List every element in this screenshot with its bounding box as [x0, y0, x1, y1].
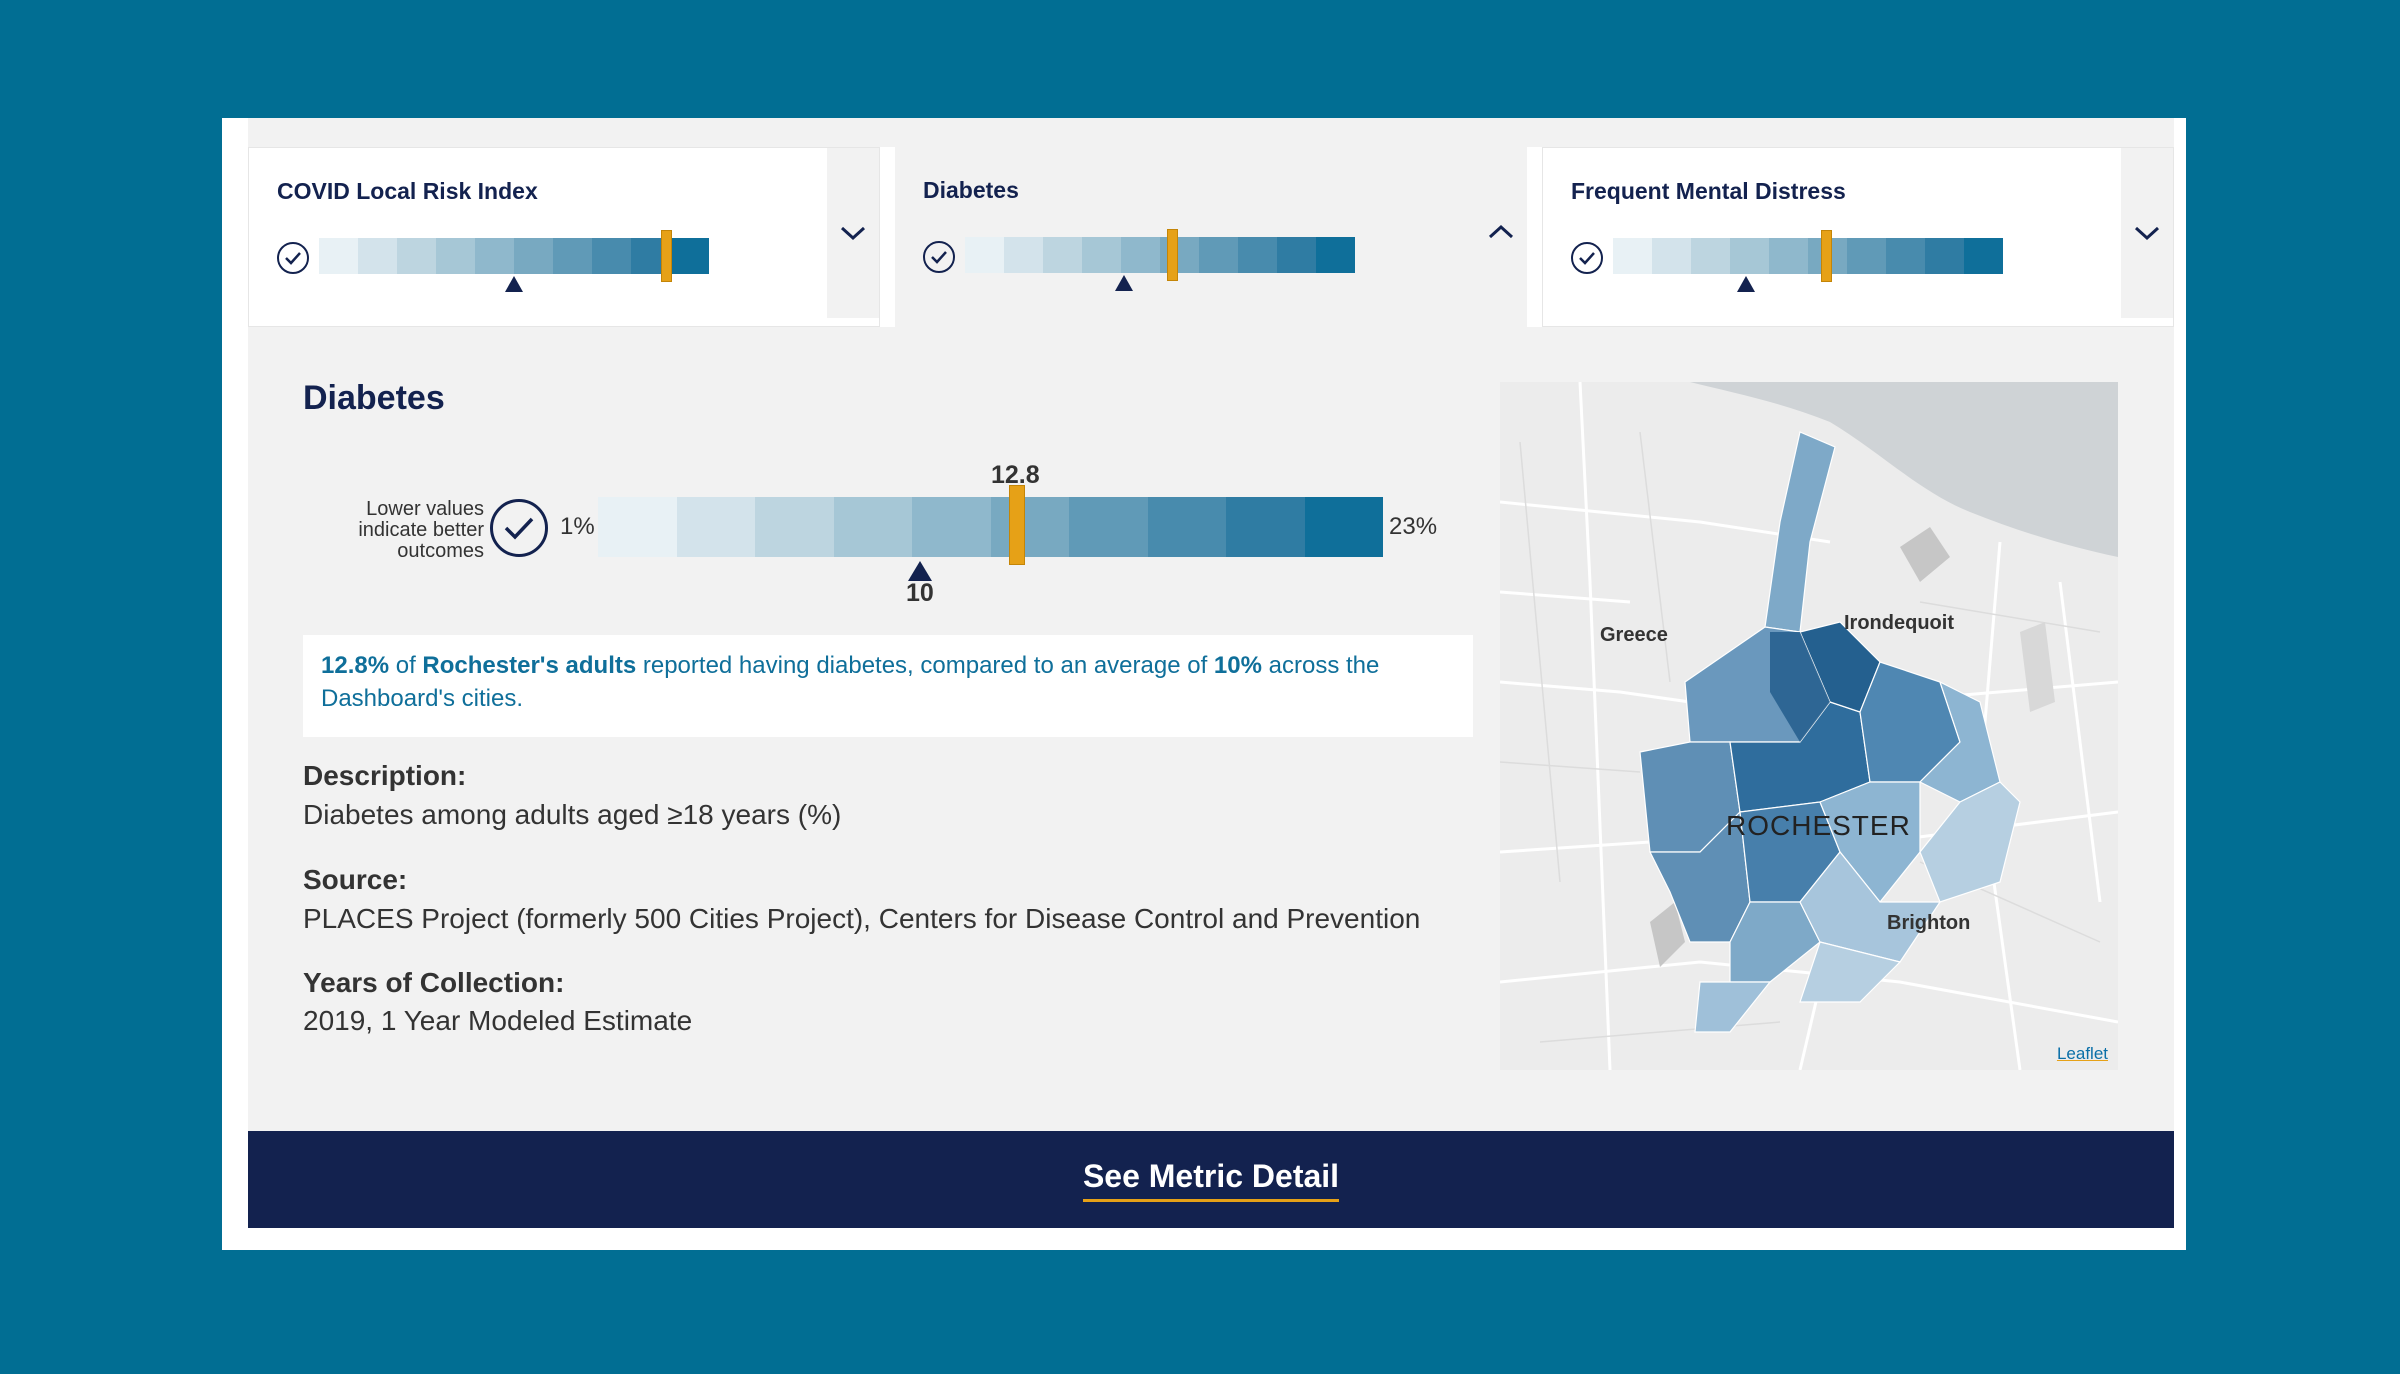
- detail-title: Diabetes: [303, 379, 445, 417]
- average-value-label: 10: [906, 579, 934, 607]
- map-canvas: [1500, 382, 2118, 1070]
- check-icon: [277, 242, 309, 274]
- card-title: COVID Local Risk Index: [277, 178, 538, 204]
- cta-label: See Metric Detail: [1082, 1158, 1340, 1202]
- years-label: Years of Collection:: [303, 967, 565, 998]
- summary-city-group: Rochester's adults: [422, 652, 637, 679]
- chevron-down-icon: [840, 226, 866, 241]
- city-value-marker: [661, 230, 672, 282]
- map-attribution-link[interactable]: Leaflet: [2056, 1044, 2108, 1063]
- map-label-irondequoit: Irondequoit: [1844, 612, 1954, 634]
- average-marker-icon: [505, 276, 523, 292]
- scale-bar: [319, 238, 709, 274]
- scale-max-label: 23%: [1389, 513, 1438, 540]
- city-value-marker: [1167, 229, 1178, 281]
- source-value: PLACES Project (formerly 500 Cities Proj…: [303, 903, 1421, 934]
- metric-card-covid[interactable]: COVID Local Risk Index: [248, 147, 880, 327]
- collapse-toggle[interactable]: [1475, 147, 1527, 317]
- map-label-rochester: ROCHESTER: [1726, 810, 1911, 841]
- average-marker-icon: [1737, 276, 1755, 292]
- scale-bar: [598, 497, 1383, 557]
- scale-bar: [1613, 238, 2003, 274]
- check-icon: [1571, 242, 1603, 274]
- average-marker-icon: [908, 561, 932, 581]
- map-label-greece: Greece: [1600, 624, 1668, 646]
- expand-toggle[interactable]: [827, 148, 879, 318]
- summary-text: of: [389, 652, 423, 679]
- description-label: Description:: [303, 760, 467, 791]
- chevron-down-icon: [2134, 226, 2160, 241]
- metric-card-diabetes[interactable]: Diabetes: [895, 147, 1527, 327]
- city-value-marker: [1821, 230, 1832, 282]
- summary-text: across the Dashboard's cities.: [321, 652, 1380, 712]
- chevron-up-icon: [1488, 224, 1514, 239]
- city-value-label: 12.8: [991, 461, 1040, 489]
- map-label-brighton: Brighton: [1887, 912, 1971, 934]
- card-title: Diabetes: [923, 177, 1019, 203]
- scale-min-label: 1%: [560, 513, 595, 540]
- city-value-marker: [1009, 485, 1025, 565]
- legend-text: Lower values indicate better outcomes: [358, 498, 484, 562]
- card-title: Frequent Mental Distress: [1571, 178, 1846, 204]
- description-value: Diabetes among adults aged ≥18 years (%): [303, 799, 842, 830]
- check-icon: [490, 499, 548, 557]
- expand-toggle[interactable]: [2121, 148, 2173, 318]
- source-label: Source:: [303, 864, 408, 895]
- scale-bar: [965, 237, 1355, 273]
- metric-detail-panel: Diabetes Lower values indicate better ou…: [248, 327, 2174, 1131]
- summary-city-pct: 12.8%: [321, 652, 390, 679]
- summary-text: reported having diabetes, compared to an…: [636, 652, 1214, 679]
- metric-card-mental-distress[interactable]: Frequent Mental Distress: [1542, 147, 2174, 327]
- summary-avg-pct: 10%: [1213, 652, 1262, 679]
- choropleth-map[interactable]: Greece Irondequoit ROCHESTER Brighton Le…: [1500, 382, 2118, 1070]
- average-marker-icon: [1115, 275, 1133, 291]
- check-icon: [923, 241, 955, 273]
- years-value: 2019, 1 Year Modeled Estimate: [303, 1005, 693, 1036]
- see-metric-detail-button[interactable]: See Metric Detail: [248, 1131, 2174, 1228]
- frame-top-strip: [248, 118, 2174, 147]
- summary-box: 12.8% of Rochester's adults reported hav…: [303, 635, 1473, 737]
